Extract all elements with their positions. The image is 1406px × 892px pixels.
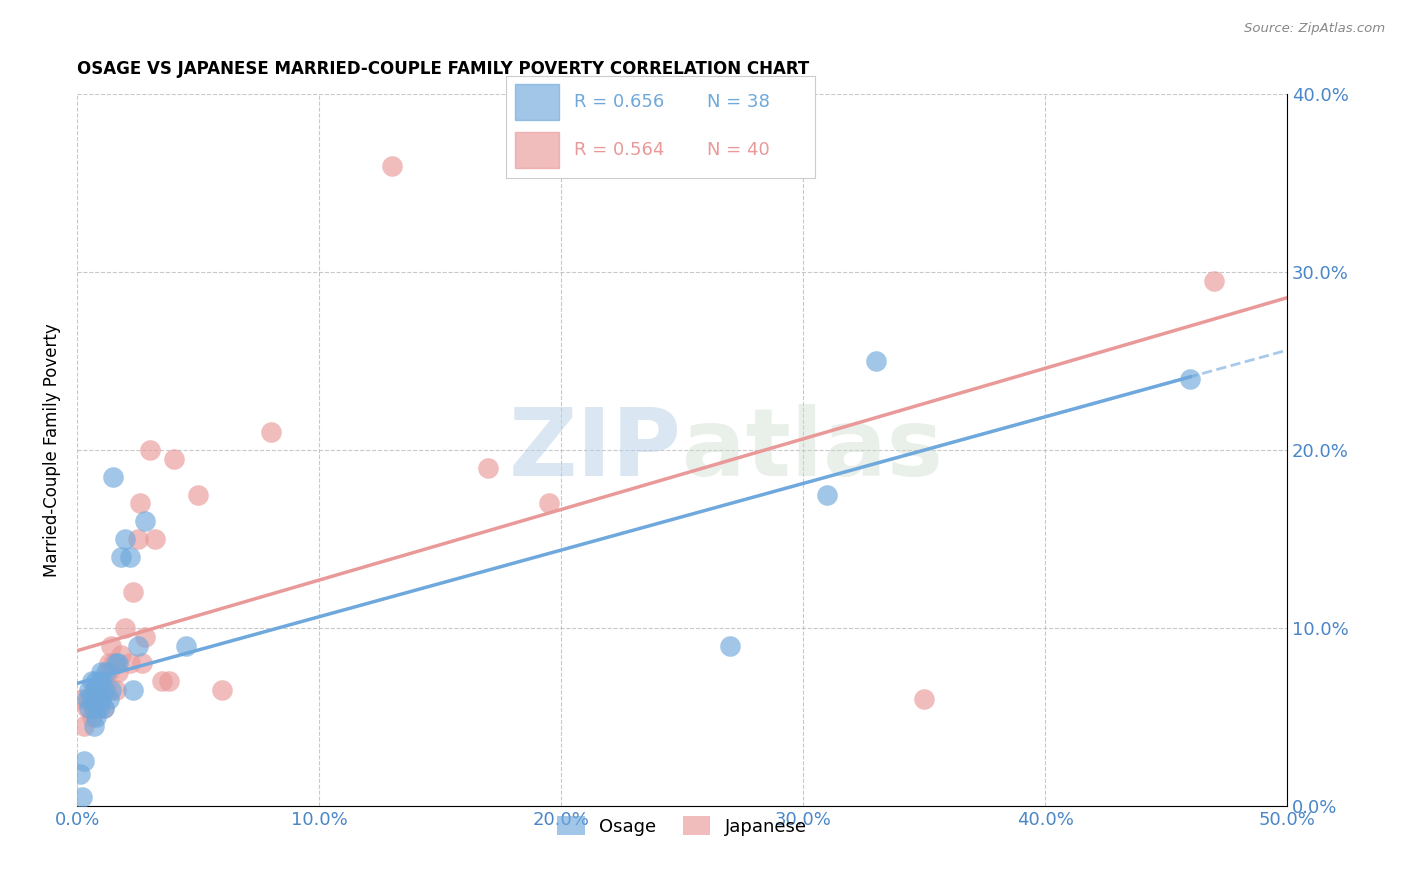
Point: [121, 683, 143, 698]
Point: [138, 443, 160, 458]
Point: [150, 674, 173, 689]
Point: [90, 665, 112, 680]
Point: [865, 354, 887, 368]
Point: [97, 692, 120, 706]
Point: [157, 674, 180, 689]
Point: [93, 701, 115, 715]
Point: [86, 674, 108, 689]
Point: [77, 692, 100, 706]
Text: Source: ZipAtlas.com: Source: ZipAtlas.com: [1244, 22, 1385, 36]
Point: [131, 657, 153, 671]
Point: [87, 692, 110, 706]
Point: [912, 692, 935, 706]
Point: [76, 701, 98, 715]
Text: N = 40: N = 40: [707, 141, 770, 159]
Point: [73, 719, 96, 733]
FancyBboxPatch shape: [516, 132, 558, 168]
Point: [77, 701, 100, 715]
Legend: Osage, Japanese: Osage, Japanese: [550, 809, 814, 843]
Point: [90, 692, 112, 706]
Point: [76, 692, 98, 706]
Point: [187, 487, 209, 501]
Point: [120, 549, 142, 564]
Point: [1204, 274, 1226, 288]
Point: [87, 683, 110, 698]
Point: [69, 766, 91, 780]
Point: [86, 710, 108, 724]
Point: [100, 683, 122, 698]
Text: R = 0.564: R = 0.564: [574, 141, 665, 159]
Point: [80, 710, 103, 724]
Point: [94, 683, 117, 698]
Point: [114, 621, 136, 635]
Point: [815, 487, 838, 501]
Text: ZIP: ZIP: [509, 404, 682, 496]
Point: [127, 532, 149, 546]
Point: [104, 657, 127, 671]
Point: [97, 665, 120, 680]
Point: [211, 683, 233, 698]
Point: [83, 719, 105, 733]
Point: [80, 692, 103, 706]
Point: [107, 665, 129, 680]
Point: [86, 692, 108, 706]
Point: [97, 657, 120, 671]
Point: [90, 692, 112, 706]
Point: [80, 692, 103, 706]
Point: [86, 683, 108, 698]
Point: [83, 701, 105, 715]
Point: [260, 425, 283, 440]
Text: atlas: atlas: [682, 404, 943, 496]
Point: [83, 683, 105, 698]
Point: [104, 683, 127, 698]
Y-axis label: Married-Couple Family Poverty: Married-Couple Family Poverty: [44, 323, 60, 577]
Point: [83, 701, 105, 715]
Point: [120, 657, 142, 671]
Point: [90, 674, 112, 689]
Point: [110, 549, 132, 564]
Point: [100, 639, 122, 653]
Point: [87, 701, 110, 715]
Point: [134, 630, 156, 644]
Point: [114, 532, 136, 546]
Point: [1180, 372, 1202, 386]
Point: [86, 701, 108, 715]
Point: [134, 514, 156, 528]
Point: [70, 692, 93, 706]
Point: [73, 754, 96, 768]
Point: [127, 639, 149, 653]
Point: [107, 657, 129, 671]
Point: [381, 159, 404, 173]
FancyBboxPatch shape: [516, 84, 558, 120]
Point: [110, 648, 132, 662]
Text: R = 0.656: R = 0.656: [574, 93, 665, 111]
Point: [77, 683, 100, 698]
Point: [174, 639, 197, 653]
Point: [121, 585, 143, 599]
Point: [143, 532, 166, 546]
Point: [93, 701, 115, 715]
Text: OSAGE VS JAPANESE MARRIED-COUPLE FAMILY POVERTY CORRELATION CHART: OSAGE VS JAPANESE MARRIED-COUPLE FAMILY …: [77, 60, 810, 78]
Point: [537, 496, 560, 510]
Text: N = 38: N = 38: [707, 93, 770, 111]
Point: [163, 452, 186, 467]
Point: [477, 460, 499, 475]
Point: [103, 657, 125, 671]
Point: [720, 639, 742, 653]
Point: [129, 496, 152, 510]
Point: [80, 674, 103, 689]
Point: [93, 683, 115, 698]
Point: [70, 789, 93, 804]
Point: [103, 469, 125, 483]
Point: [94, 665, 117, 680]
